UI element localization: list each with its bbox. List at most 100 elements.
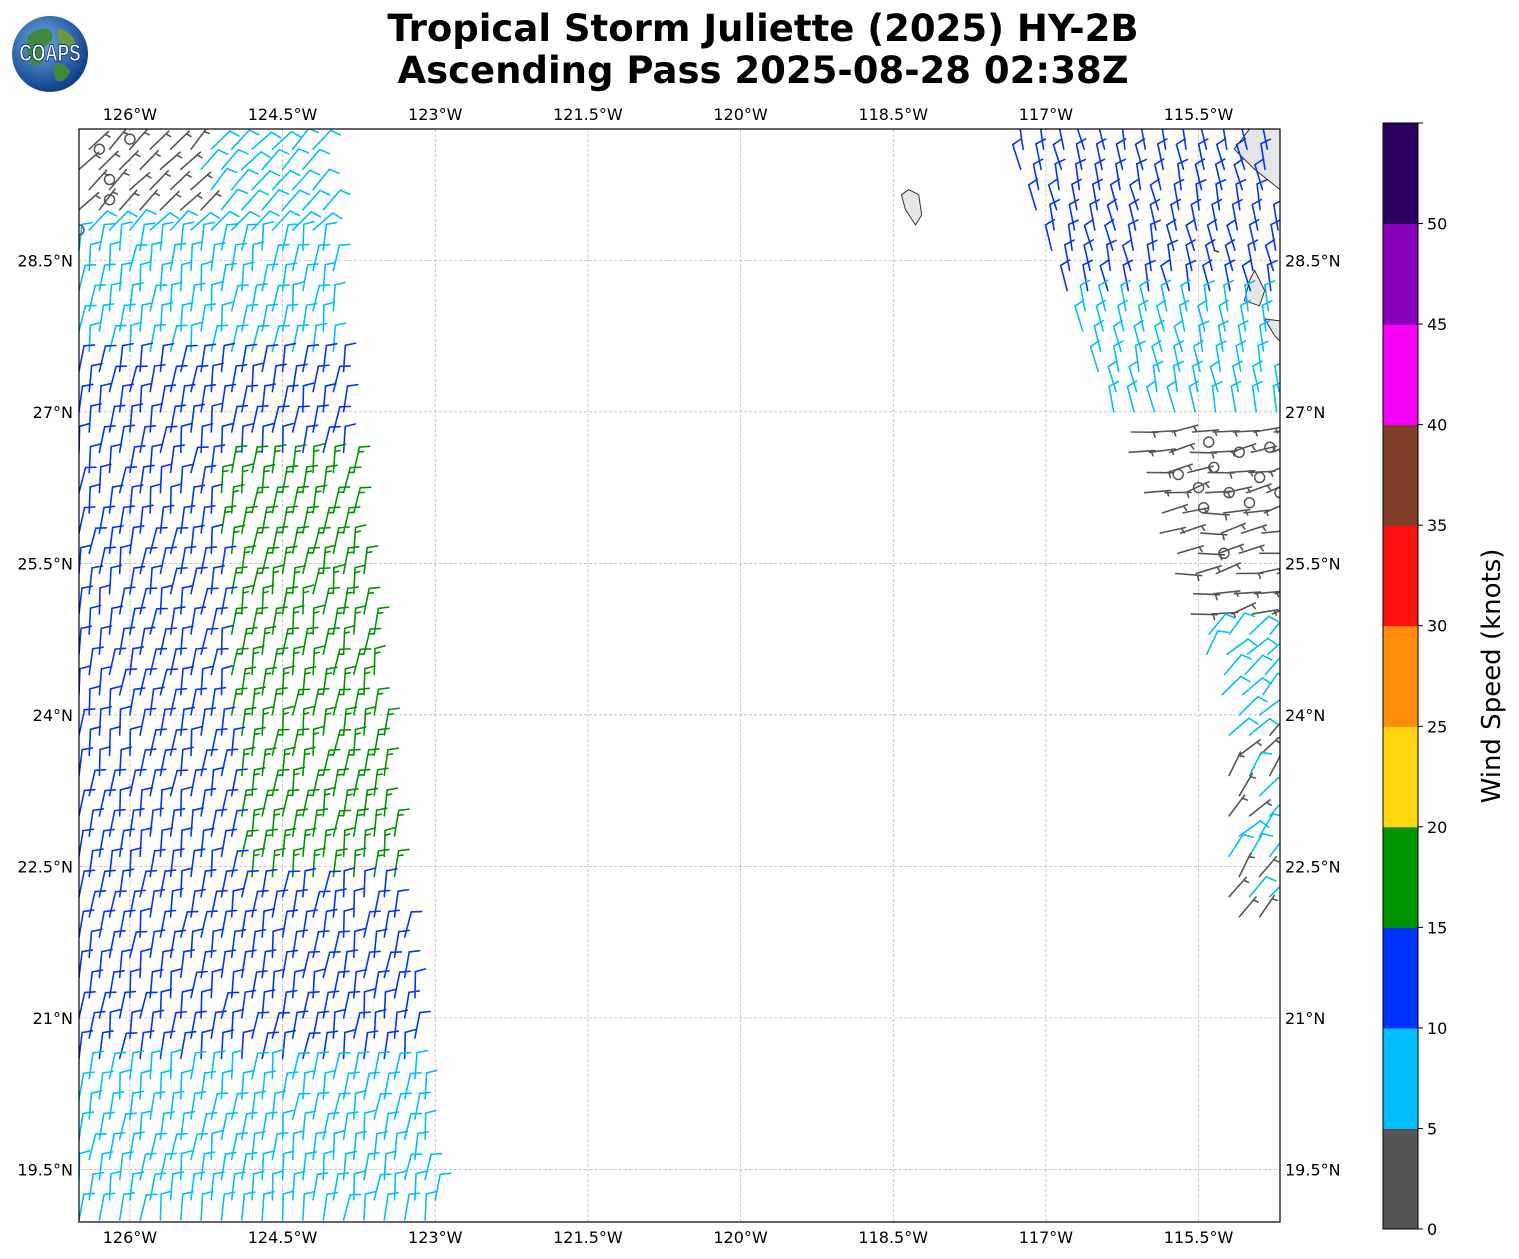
wind-barb — [251, 928, 267, 959]
wind-barb — [363, 627, 382, 656]
wind-barb — [190, 321, 203, 353]
wind-barb — [149, 483, 162, 514]
wind-barb — [159, 1111, 175, 1140]
wind-barb — [393, 1009, 409, 1039]
wind-barb — [302, 991, 320, 1019]
wind-barb — [302, 1190, 316, 1221]
wind-barb — [251, 241, 265, 272]
wind-barb — [118, 189, 140, 211]
wind-barb — [373, 807, 388, 837]
wind-barb — [98, 303, 115, 332]
wind-barb — [88, 130, 111, 150]
wind-barb — [230, 768, 248, 797]
wind-barb — [251, 1051, 269, 1080]
wind-barb — [312, 1051, 330, 1080]
lat-tick-label-left: 28.5°N — [17, 251, 73, 270]
wind-barb — [1122, 238, 1133, 272]
wind-barb — [1257, 340, 1269, 373]
lat-tick-label-right: 22.5°N — [1285, 857, 1341, 876]
logo-text: COAPS — [19, 40, 80, 66]
wind-barb — [291, 645, 306, 676]
wind-barb — [383, 867, 398, 898]
wind-barb — [1079, 279, 1091, 312]
colorbar-segment — [1383, 625, 1418, 727]
wind-barb — [332, 526, 351, 555]
wind-barb — [1149, 219, 1162, 251]
wind-barb — [1089, 339, 1100, 373]
wind-barb — [332, 1092, 351, 1120]
wind-barb — [108, 1170, 122, 1201]
wind-barb — [363, 665, 376, 696]
wind-barb — [1238, 738, 1262, 757]
colorbar-label: Wind Speed (knots) — [1477, 549, 1507, 804]
lon-tick-label-bottom: 123°W — [408, 1228, 463, 1247]
wind-barb — [129, 171, 152, 191]
wind-barb — [220, 505, 237, 534]
wind-barb — [271, 927, 285, 959]
wind-barb — [363, 787, 379, 817]
wind-barb — [180, 706, 196, 736]
wind-barb — [1130, 431, 1159, 439]
wind-barb — [169, 606, 186, 635]
wind-barb — [1270, 442, 1280, 454]
wind-barb — [79, 466, 97, 494]
wind-barb — [261, 789, 280, 817]
wind-barb — [169, 210, 199, 231]
wind-barb — [281, 422, 294, 454]
wind-barb — [129, 1171, 145, 1201]
wind-barb — [1137, 299, 1149, 332]
wind-barb — [241, 545, 257, 575]
wind-barb — [98, 463, 112, 494]
wind-barb — [210, 606, 228, 635]
wind-barb — [1185, 218, 1196, 251]
wind-barb — [98, 188, 119, 211]
wind-barb — [1117, 299, 1128, 332]
wind-barb — [271, 647, 289, 676]
wind-barb — [1044, 218, 1056, 251]
colorbar-tick-label: 45 — [1427, 315, 1447, 334]
wind-barb — [220, 223, 239, 251]
wind-barb — [210, 1092, 229, 1120]
wind-barb — [1209, 360, 1220, 393]
wind-barb — [200, 665, 214, 696]
wind-barb — [149, 968, 164, 999]
calm-wind-marker — [124, 133, 136, 145]
wind-barb — [139, 504, 154, 534]
wind-barb — [200, 1112, 218, 1140]
wind-barb — [1267, 636, 1280, 656]
wind-barb — [149, 647, 168, 676]
wind-barb — [118, 868, 135, 898]
wind-barb — [139, 464, 155, 494]
wind-barb — [169, 1170, 184, 1201]
wind-barb — [190, 1050, 207, 1080]
wind-barb — [1067, 219, 1079, 251]
wind-barb — [302, 950, 321, 979]
wind-barb — [190, 171, 213, 191]
wind-barb — [271, 564, 285, 595]
wind-barb — [88, 808, 105, 837]
wind-barb — [261, 344, 279, 373]
wind-barb — [312, 129, 342, 150]
wind-barb — [1279, 815, 1280, 837]
wind-barb — [159, 301, 174, 332]
wind-barb — [1245, 483, 1272, 494]
wind-barb — [1192, 592, 1221, 601]
wind-barb — [393, 888, 410, 918]
wind-barb — [241, 746, 256, 777]
wind-barb — [373, 767, 389, 797]
wind-barb — [88, 362, 103, 393]
wind-barb — [1214, 158, 1226, 191]
wind-barb — [139, 1193, 158, 1221]
wind-barb — [1268, 461, 1280, 474]
wind-barb — [363, 1190, 377, 1221]
wind-barb — [230, 849, 249, 878]
wind-barb — [312, 847, 326, 878]
colorbar-segment — [1383, 223, 1418, 325]
wind-barb — [220, 869, 238, 898]
wind-barb — [251, 847, 266, 878]
wind-barb — [261, 1111, 278, 1140]
wind-barb — [1205, 630, 1229, 656]
wind-barb — [159, 668, 179, 696]
wind-barb — [251, 726, 267, 757]
wind-barb — [230, 1092, 249, 1120]
